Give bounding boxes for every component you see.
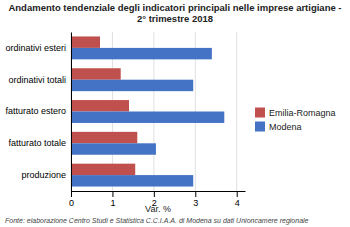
bar [71,175,193,186]
tick-label: 4 [235,198,240,208]
tick-mark [154,191,155,197]
legend-label: Modena [269,122,302,132]
tick-mark [71,191,72,197]
bar [71,143,156,154]
legend-label: Emilia-Romagna [269,108,336,118]
y-axis: produzione fatturato totale fatturato este… [5,33,71,192]
tick-label: produzione [21,170,66,180]
tick-label: 1 [110,198,115,208]
bar [71,48,212,59]
tick-label: 0 [69,198,74,208]
bar [71,164,135,175]
tick: ordinativi esteri [5,43,66,53]
tick-label: fatturato totale [8,138,66,148]
axis-line [71,33,72,192]
legend-item: Modena [255,122,302,132]
bar [71,112,224,123]
tick: 4 [235,191,240,208]
tick: 0 [69,191,74,208]
text-line: Fonte: elaborazione Centro Studi e Stati… [5,217,309,225]
grid-line [71,32,72,191]
tick-label: ordinativi esteri [5,43,66,53]
tick: ordinativi totali [8,75,66,85]
grid-line [236,32,237,191]
bar [71,132,137,143]
tick: 3 [193,191,198,208]
x-label: Var. % [145,204,171,214]
legend-swatch [255,108,265,118]
tick: fatturato estero [5,106,66,116]
text-line: 2° trimestre 2018 [137,13,213,24]
chart: Andamento tendenziale degli indicatori p… [0,0,350,227]
legend-item: Emilia-Romagna [255,108,336,118]
text-line: Andamento tendenziale degli indicatori p… [8,2,341,13]
bars [71,36,224,186]
bar [71,100,129,111]
tick: produzione [21,170,66,180]
series [71,48,224,187]
tick-label: 3 [193,198,198,208]
title: Andamento tendenziale degli indicatori p… [8,2,341,24]
legend: Emilia-Romagna Modena [255,108,336,132]
tick-mark [237,191,238,197]
axis-line [72,191,246,192]
bar [71,36,100,47]
grid [71,32,237,191]
bar [71,68,121,79]
tick-mark [112,191,113,197]
legend-swatch [255,122,265,132]
footnote: Fonte: elaborazione Centro Studi e Stati… [5,217,309,225]
tick: fatturato totale [8,138,66,148]
bar [71,80,193,91]
tick-label: ordinativi totali [8,75,66,85]
tick-mark [195,191,196,197]
tick: 1 [110,191,115,208]
tick-label: fatturato estero [5,106,66,116]
